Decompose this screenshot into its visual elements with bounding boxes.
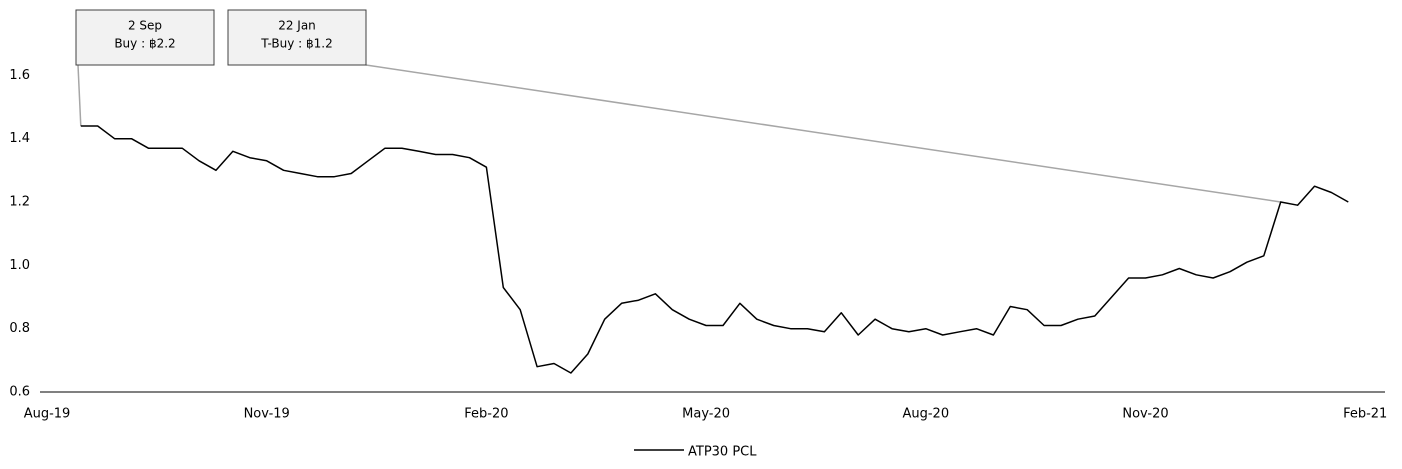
x-tick-label: Feb-21 [1343, 407, 1387, 422]
y-tick-label: 1.4 [9, 131, 30, 146]
data-line [80, 125, 1349, 374]
x-tick-label: Nov-20 [1122, 407, 1168, 422]
annotation-leader [77, 64, 82, 127]
x-tick-label: Aug-19 [24, 407, 71, 422]
annotation-leader [365, 64, 1281, 203]
annotation-date: 2 Sep [128, 19, 162, 33]
annotation-text: T-Buy : ฿1.2 [260, 37, 332, 51]
y-tick-label: 0.6 [9, 385, 30, 400]
annotation-text: Buy : ฿2.2 [114, 37, 175, 51]
x-tick-label: Nov-19 [244, 407, 290, 422]
annotation-date: 22 Jan [278, 19, 316, 33]
y-tick-label: 0.8 [9, 321, 30, 336]
y-tick-label: 1.2 [9, 195, 30, 210]
legend-label: ATP30 PCL [688, 445, 757, 460]
y-tick-label: 1.0 [9, 258, 30, 273]
annotation-box [227, 9, 367, 66]
annotation-box [75, 9, 215, 66]
y-tick-label: 1.6 [9, 68, 30, 83]
x-tick-label: May-20 [682, 407, 730, 422]
x-tick-label: Aug-20 [902, 407, 949, 422]
x-tick-label: Feb-20 [464, 407, 508, 422]
